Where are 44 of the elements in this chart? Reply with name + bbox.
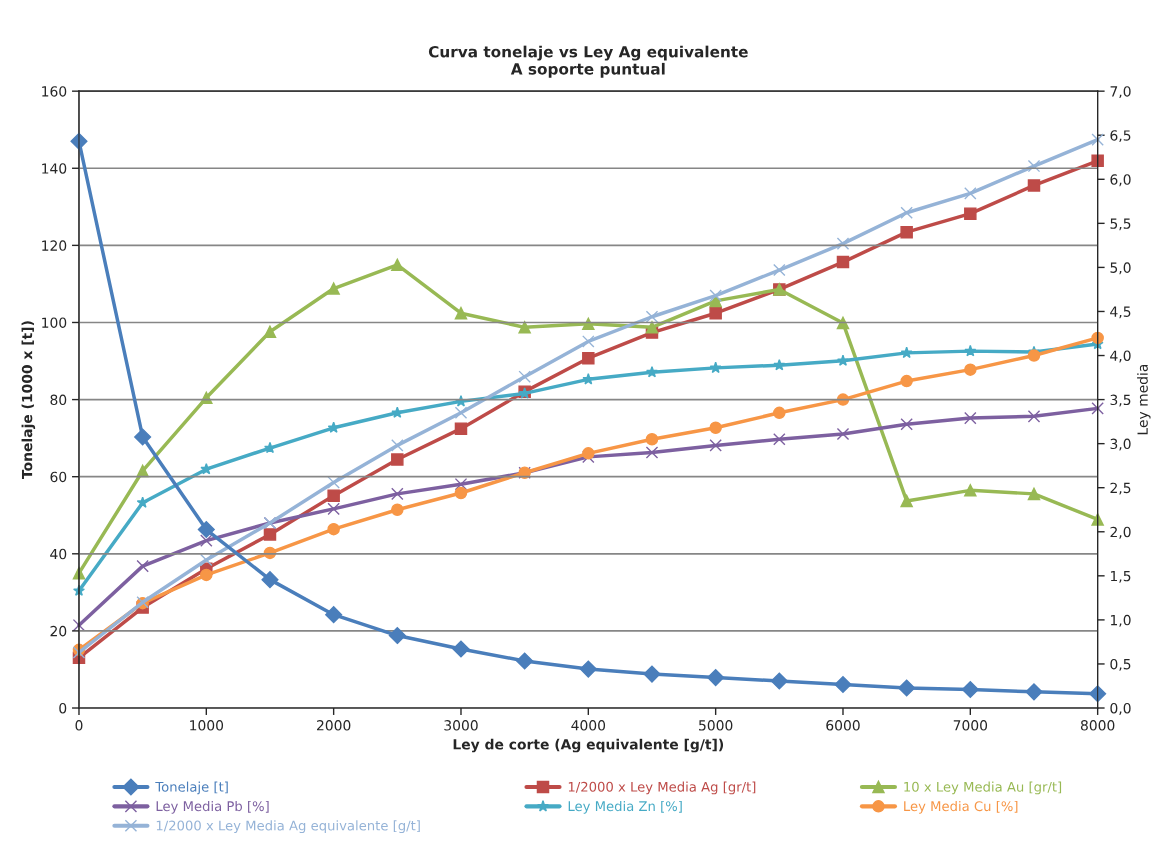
legend-label: Ley Media Pb [%] — [156, 800, 269, 814]
y2-axis-title: Ley media — [1137, 364, 1151, 435]
legend-label: 1/2000 x Ley Media Ag [gr/t] — [568, 781, 756, 795]
x-tick-label: 7000 — [953, 720, 988, 731]
x-tick-label: 0 — [75, 720, 83, 731]
y2-tick-label: 1,5 — [1110, 570, 1131, 583]
y-tick-label: 120 — [42, 240, 67, 251]
y-tick-label: 0 — [59, 702, 67, 714]
y-tick-label: 20 — [50, 625, 67, 637]
y2-tick-label: 6,0 — [1110, 174, 1131, 187]
x-tick-label: 2000 — [316, 720, 351, 731]
y-tick-label: 60 — [50, 471, 67, 483]
y-tick-label: 40 — [50, 548, 67, 560]
legend-label: 1/2000 x Ley Media Ag equivalente [g/t] — [156, 820, 420, 834]
y2-tick-label: 3,0 — [1110, 438, 1131, 451]
x-tick-label: 5000 — [699, 720, 733, 731]
y2-tick-label: 0,5 — [1110, 658, 1131, 671]
x-tick-label: 8000 — [1080, 720, 1115, 731]
y2-tick-label: 1,0 — [1110, 614, 1131, 627]
legend-label: Tonelaje [t] — [155, 781, 228, 795]
y-tick-label: 160 — [42, 86, 67, 97]
chart-title: Curva tonelaje vs Ley Ag equivalente A soporte puntual — [428, 45, 748, 78]
legend-label: Ley Media Cu [%] — [904, 800, 1018, 814]
y-tick-label: 100 — [42, 317, 67, 328]
y2-tick-label: 7,0 — [1110, 86, 1131, 99]
legend-label: 10 x Ley Media Au [gr/t] — [904, 781, 1062, 795]
x-tick-label: 3000 — [444, 720, 478, 731]
y2-tick-label: 4,5 — [1110, 306, 1131, 319]
y2-tick-label: 5,0 — [1110, 262, 1131, 275]
y2-tick-label: 2,5 — [1110, 482, 1131, 495]
y-tick-label: 140 — [42, 163, 67, 174]
x-tick-label: 4000 — [571, 720, 606, 731]
y2-tick-label: 0,0 — [1110, 702, 1131, 715]
y-axis-title: Tonelaje (1000 x [t]) — [21, 321, 36, 479]
x-tick-label: 1000 — [190, 720, 224, 731]
legend-label: Ley Media Zn [%] — [568, 800, 682, 814]
y2-tick-label: 4,0 — [1110, 350, 1131, 363]
y2-tick-label: 2,0 — [1110, 526, 1131, 539]
y2-tick-label: 3,5 — [1110, 394, 1131, 407]
y2-tick-label: 5,5 — [1110, 218, 1131, 231]
x-axis-title: Ley de corte (Ag equivalente [g/t]) — [453, 738, 724, 753]
y2-tick-label: 6,5 — [1110, 130, 1131, 143]
x-tick-label: 6000 — [826, 720, 860, 731]
y-tick-label: 80 — [50, 394, 67, 406]
